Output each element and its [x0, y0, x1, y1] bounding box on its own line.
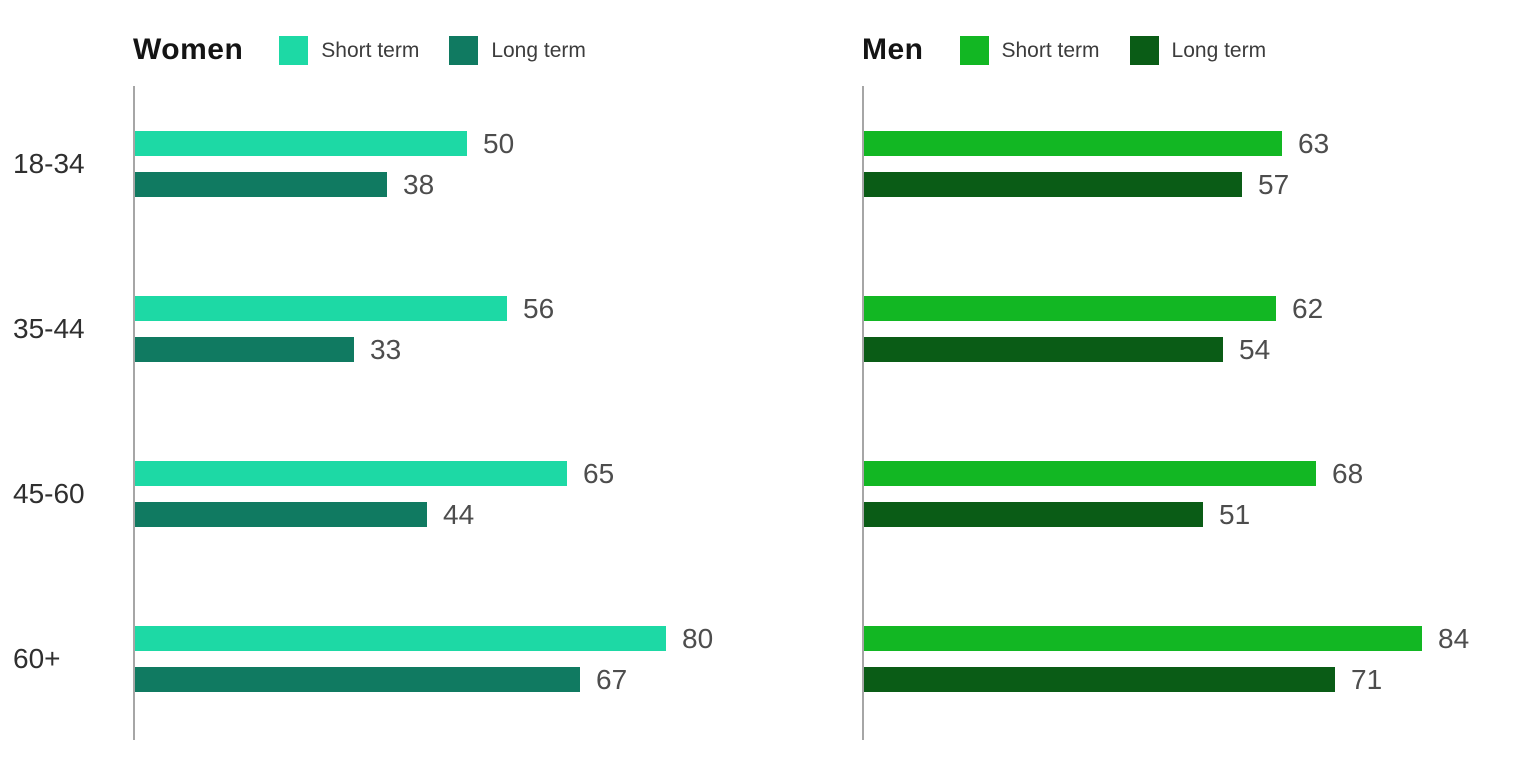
bar-value-label: 63 — [1298, 127, 1330, 159]
bar-short-term — [135, 461, 567, 486]
women-chart-panel: Women Short term Long term 18-34 50 38 35-4… — [13, 32, 753, 740]
y-axis-line — [862, 86, 864, 740]
bar-value-label: 67 — [596, 663, 628, 695]
bar-value-label: 44 — [443, 498, 475, 530]
bar-long-term — [135, 667, 580, 692]
bar-long-term — [135, 502, 427, 527]
category-label: 18-34 — [13, 148, 85, 179]
bar-value-label: 84 — [1438, 622, 1470, 654]
bar-short-term — [864, 296, 1276, 321]
bar-long-term — [135, 172, 387, 197]
bar-value-label: 62 — [1292, 292, 1324, 324]
chart-title: Women — [133, 33, 244, 66]
category-label: 35-44 — [13, 313, 85, 344]
men-plot-area: 63 57 62 54 68 51 84 71 — [862, 86, 1482, 740]
men-chart-panel: Men Short term Long term 63 57 62 54 68 51 84 7… — [758, 0, 1516, 765]
bar-value-label: 51 — [1219, 498, 1251, 530]
y-axis-line — [133, 86, 135, 740]
chart-header: Women Short term Long term — [133, 32, 586, 68]
bar-value-label: 57 — [1258, 168, 1290, 200]
bar-short-term — [864, 131, 1282, 156]
legend: Short term Long term — [959, 35, 1267, 65]
legend-swatch-short-term — [959, 35, 989, 65]
category-label: 45-60 — [13, 478, 85, 509]
bar-short-term — [135, 626, 666, 651]
category-label: 60+ — [13, 643, 61, 674]
bar-value-label: 33 — [370, 333, 402, 365]
legend-label-long-term: Long term — [1171, 38, 1267, 62]
bar-long-term — [864, 172, 1242, 197]
bar-long-term — [864, 502, 1203, 527]
legend-label-long-term: Long term — [491, 38, 586, 62]
legend-item-long-term: Long term — [1129, 35, 1267, 65]
legend-label-short-term: Short term — [321, 38, 420, 62]
legend-item-long-term: Long term — [449, 35, 586, 65]
bar-long-term — [135, 337, 354, 362]
bar-value-label: 38 — [403, 168, 435, 200]
bar-value-label: 65 — [583, 457, 615, 489]
bar-value-label: 56 — [523, 292, 555, 324]
legend-swatch-long-term — [449, 35, 479, 65]
legend-item-short-term: Short term — [959, 35, 1100, 65]
bar-value-label: 80 — [682, 622, 714, 654]
bar-value-label: 54 — [1239, 333, 1271, 365]
chart-header: Men Short term Long term — [862, 32, 1266, 68]
bar-short-term — [135, 296, 507, 321]
legend-label-short-term: Short term — [1001, 38, 1100, 62]
legend-swatch-short-term — [279, 35, 309, 65]
bar-value-label: 50 — [483, 127, 515, 159]
legend-item-short-term: Short term — [279, 35, 420, 65]
bar-value-label: 68 — [1332, 457, 1364, 489]
legend: Short term Long term — [279, 35, 586, 65]
bar-short-term — [864, 461, 1316, 486]
women-plot-area: 18-34 50 38 35-44 56 33 45-60 65 44 60+ 80 67 — [13, 86, 753, 740]
legend-swatch-long-term — [1129, 35, 1159, 65]
bar-value-label: 71 — [1351, 663, 1383, 695]
bar-short-term — [864, 626, 1422, 651]
chart-title: Men — [862, 33, 924, 66]
bar-long-term — [864, 337, 1223, 362]
bar-long-term — [864, 667, 1335, 692]
bar-short-term — [135, 131, 467, 156]
